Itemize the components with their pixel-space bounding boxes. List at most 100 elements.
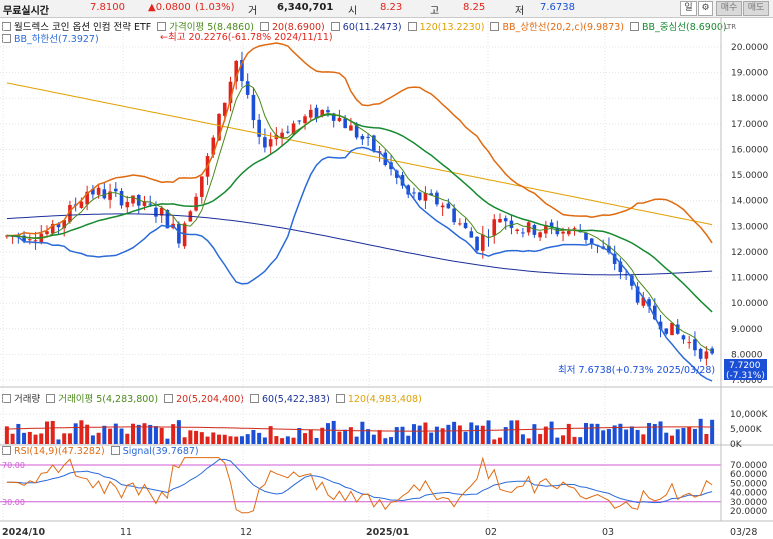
candle-body [228, 81, 233, 104]
candle-body [114, 188, 118, 192]
volume-bar [446, 424, 451, 444]
legend-ma20: 20(8.6900) [272, 22, 325, 33]
volume-bar [337, 431, 342, 444]
high-value: 8.25 [463, 2, 486, 13]
candle-body [142, 201, 147, 206]
volume-legend: 거래량 거래이평 5(4,283,800) 20(5,204,400) 60(5… [2, 391, 425, 405]
rsi-tick-label: 40.0000 [730, 489, 767, 499]
price-tick-label: 18.0000 [731, 94, 768, 104]
stock-chart[interactable]: 70.00 30.00 20.0000 19.0000 18.0000 17.0000 1… [0, 18, 773, 539]
candle-body [337, 117, 342, 122]
volume-bar [234, 436, 239, 444]
bb-upper-line [6, 42, 713, 244]
ltr-icon: LTR [724, 23, 736, 31]
candle-body [515, 229, 519, 232]
volume-bar [497, 437, 502, 444]
date-tick-label: 11 [120, 527, 132, 538]
legend-checkbox[interactable] [629, 22, 639, 31]
volume-bar [452, 421, 457, 444]
legend-checkbox[interactable] [110, 446, 120, 455]
legend-checkbox[interactable] [2, 22, 11, 31]
legend-checkbox[interactable] [330, 22, 340, 31]
candle-body [538, 232, 542, 238]
volume-bar [285, 436, 290, 444]
candle-body [211, 137, 216, 155]
gear-icon[interactable]: ⚙ [698, 1, 713, 16]
candle-body [234, 61, 239, 82]
volume-bar [222, 434, 227, 444]
candle-body [148, 203, 153, 205]
legend-checkbox[interactable] [260, 22, 269, 31]
volume-bar [669, 435, 674, 444]
volume-bar [211, 432, 216, 444]
candle-body [647, 299, 651, 307]
legend-checkbox[interactable] [164, 394, 174, 403]
candle-body [394, 170, 399, 178]
rsi-line [6, 456, 713, 514]
rsi-tick-label: 30.0000 [730, 498, 767, 508]
volume-bar [4, 426, 9, 444]
legend-checkbox[interactable] [46, 394, 56, 403]
volume-bar [268, 426, 273, 444]
open-value: 8.23 [380, 2, 403, 13]
grid-lines [0, 18, 721, 521]
volume-bar [245, 434, 250, 444]
volume-bar [102, 425, 107, 444]
legend-checkbox[interactable] [2, 34, 11, 43]
legend-checkbox[interactable] [490, 22, 500, 31]
candle-body [343, 118, 347, 129]
legend-checkbox[interactable] [157, 22, 167, 31]
volume-bar [10, 433, 15, 444]
volume-bar [308, 429, 313, 444]
price-tick-label: 11.0000 [731, 274, 768, 284]
security-name: 월드렉스 코인 옵션 인컴 전략 ETF [14, 22, 152, 33]
volume-bar [583, 423, 588, 444]
candle-body [33, 240, 38, 242]
volume-bar [27, 431, 32, 444]
candle-body [165, 209, 170, 229]
legend-checkbox[interactable] [335, 394, 345, 403]
buy-button[interactable]: 매수 [716, 1, 742, 16]
legend-checkbox[interactable] [249, 394, 259, 403]
rsi-tick-label: 70.0000 [730, 461, 767, 471]
sell-button[interactable]: 매도 [743, 1, 769, 16]
candle-body [159, 207, 164, 216]
candle-body [68, 205, 72, 222]
candle-body [268, 139, 273, 147]
period-button[interactable]: 일 [680, 1, 697, 16]
price-change: ▲0.0800 [148, 2, 191, 13]
volume-bar [217, 434, 222, 444]
candle-body [480, 234, 485, 251]
volume-bar [257, 432, 262, 444]
volume-bar [664, 432, 669, 444]
candle-body [257, 119, 261, 137]
legend-checkbox[interactable] [2, 394, 11, 403]
legend-ma5: 가격이평 5(8.4860) [169, 22, 254, 33]
volume-bar [618, 423, 623, 444]
candle-body [303, 116, 307, 124]
volume-bar [148, 424, 153, 444]
volume-bar [520, 434, 525, 444]
candle-body [469, 231, 474, 238]
candle-body [263, 137, 267, 148]
rsi-pane: 70.00 30.00 [0, 456, 721, 514]
price-tick-label: 14.0000 [731, 197, 768, 207]
candle-body [194, 196, 198, 211]
candle-body [62, 220, 67, 229]
volume-bar [429, 432, 434, 444]
candle-body [28, 239, 32, 241]
volume-bar [331, 420, 336, 444]
volume-bar [635, 429, 640, 444]
price-tick-label: 13.0000 [731, 222, 768, 232]
candle-body [79, 201, 84, 208]
candle-body [521, 232, 525, 234]
candle-body [463, 222, 468, 229]
price-legend-2: BB_하한선(7.3927) [2, 31, 102, 45]
candle-body [366, 136, 370, 138]
candle-body [240, 59, 244, 81]
legend-checkbox[interactable] [407, 22, 417, 31]
legend-signal: Signal(39.7687) [122, 446, 199, 457]
candle-body [308, 109, 313, 118]
low-annotation: 최저 7.6738(+0.73% 2025/03/28) [558, 365, 715, 376]
current-price: 7.8100 [90, 2, 125, 13]
